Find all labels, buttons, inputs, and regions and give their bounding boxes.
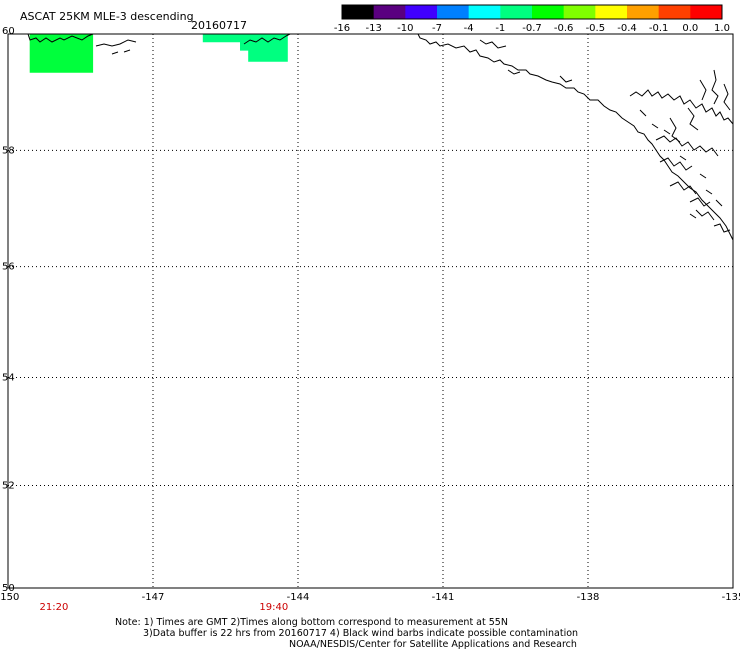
colorbar-label: -0.1 <box>649 23 669 34</box>
footnotes: Note: 1) Times are GMT 2)Times along bot… <box>115 617 578 650</box>
latitude-labels: 60 58 56 54 52 50 <box>2 26 15 594</box>
colorbar-segment <box>627 5 660 19</box>
coastline-prince-william-sound <box>243 33 291 45</box>
colorbar-frame <box>341 4 723 20</box>
colorbar-segment <box>532 5 565 19</box>
latitude-label: 58 <box>2 145 15 156</box>
colorbar-segment <box>595 5 628 19</box>
colorbar-segment <box>563 5 596 19</box>
colorbar-label: -7 <box>432 23 442 34</box>
longitude-label: -135 <box>722 592 740 603</box>
colorbar-segment <box>405 5 438 19</box>
colorbar-segment <box>658 5 691 19</box>
colorbar-segment <box>468 5 501 19</box>
map-background <box>8 34 733 588</box>
longitude-label: -150 <box>0 592 19 603</box>
colorbar-label: -4 <box>464 23 474 34</box>
colorbar-label: -1 <box>495 23 505 34</box>
coastline-gulf-of-alaska <box>417 33 734 241</box>
latitude-label: 56 <box>2 262 15 273</box>
latitude-label: 52 <box>2 481 15 492</box>
note-line-3: NOAA/NESDIS/Center for Satellite Applica… <box>289 639 577 650</box>
coastline-se-alaska-mainland <box>629 89 734 125</box>
time-labels: 21:20 19:40 <box>40 602 289 613</box>
longitude-label: -141 <box>432 592 455 603</box>
colorbar-label: -0.4 <box>617 23 637 34</box>
colorbar-segment <box>690 5 723 19</box>
map-area: 60 58 56 54 52 50 -150 -147 -144 -141 -138 -135 21… <box>0 26 740 613</box>
colorbar-segment <box>342 5 375 19</box>
coastline-kenai <box>27 33 94 43</box>
coastline <box>27 33 734 241</box>
colorbar-label: -0.5 <box>586 23 606 34</box>
latitude-label: 60 <box>2 26 15 37</box>
colorbar-label: -10 <box>397 23 413 34</box>
colorbar-segment <box>373 5 406 19</box>
longitude-label: -144 <box>287 592 310 603</box>
coastline-kenai-islands <box>95 39 137 55</box>
graticule <box>8 34 733 588</box>
colorbar-label: 0.0 <box>682 23 698 34</box>
map-frame <box>7 33 734 589</box>
coastline-yakutat <box>479 39 573 83</box>
colorbar-label: 1.0 <box>714 23 730 34</box>
colorbar-label: -16 <box>334 23 350 34</box>
map-title: ASCAT 25KM MLE-3 descending <box>20 10 194 23</box>
colorbar-label: -0.7 <box>522 23 542 34</box>
time-label: 19:40 <box>259 602 288 613</box>
note-line-2: 3)Data buffer is 22 hrs from 20160717 4)… <box>143 628 578 639</box>
time-label: 21:20 <box>40 602 69 613</box>
colorbar-segment <box>437 5 470 19</box>
latitude-label: 54 <box>2 372 15 383</box>
colorbar-segment <box>500 5 533 19</box>
colorbar-label: -0.6 <box>554 23 574 34</box>
data-region-1 <box>29 34 94 73</box>
map-date: 20160717 <box>191 19 247 32</box>
colorbar: -16 -13 -10 -7 -4 -1 -0.7 -0.6 -0.5 -0.4 -0.1 0.0 1.… <box>334 4 730 34</box>
coastline-se-alaska-islands <box>655 135 731 233</box>
longitude-label: -147 <box>142 592 165 603</box>
colorbar-label: -13 <box>365 23 381 34</box>
latitude-label: 50 <box>2 583 15 594</box>
coastline-se-alaska-inlets <box>669 69 731 143</box>
coastline-alexander-islands-small <box>639 109 723 219</box>
longitude-label: -138 <box>577 592 600 603</box>
longitude-labels: -150 -147 -144 -141 -138 -135 <box>0 592 740 603</box>
note-line-1: Note: 1) Times are GMT 2)Times along bot… <box>115 617 508 628</box>
